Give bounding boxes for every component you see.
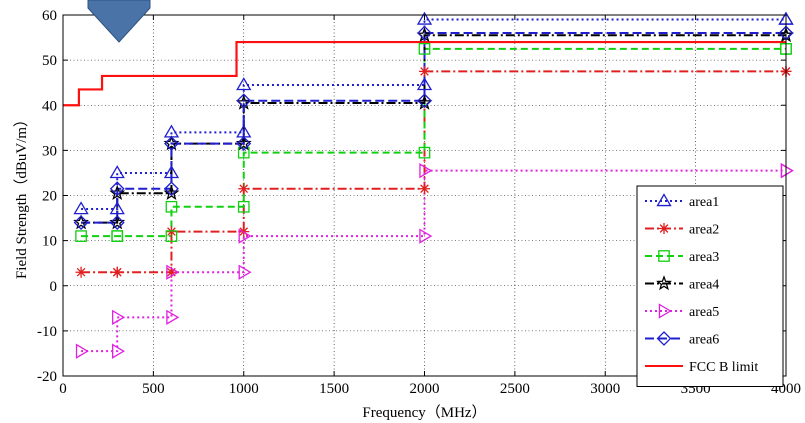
series-markers [73, 11, 794, 359]
point-area2 [165, 226, 177, 238]
point-area6 [109, 181, 125, 197]
limit-line [63, 40, 786, 107]
y-tick-label: 50 [42, 53, 57, 69]
point-area3 [165, 200, 178, 213]
legend-label-area1: area1 [689, 195, 719, 210]
legend: area1 area2 area3 area4 area5 area6 FCC B limi… [636, 185, 784, 387]
point-area1 [416, 11, 433, 25]
point-area3 [418, 42, 431, 55]
point-area5 [112, 343, 126, 359]
point-area1 [416, 77, 433, 91]
point-area5 [166, 309, 180, 325]
point-area2 [165, 266, 177, 278]
x-tick-label: 2000 [410, 381, 440, 397]
legend-marker-area2 [658, 222, 670, 235]
point-area5 [112, 309, 126, 325]
legend-label-area6: area6 [689, 333, 719, 348]
legend-marker-area3 [658, 250, 670, 262]
legend-label-area5: area5 [689, 305, 719, 320]
y-tick-label: 10 [42, 234, 57, 250]
series-line-area5 [81, 169, 786, 353]
point-area1 [163, 165, 180, 179]
point-area6 [73, 215, 89, 230]
point-area1 [109, 165, 125, 179]
point-area3 [237, 146, 250, 159]
point-area2 [111, 266, 123, 278]
y-tick-label: 60 [42, 8, 57, 24]
point-area2 [418, 183, 431, 195]
y-tick-label: -20 [37, 369, 57, 385]
x-tick-label: 0 [59, 381, 67, 397]
legend-marker-area1 [656, 193, 672, 207]
point-area1 [73, 201, 89, 215]
decorative-pentagon-shape [87, 0, 151, 43]
point-area6 [417, 93, 432, 109]
point-area6 [236, 136, 252, 152]
x-tick-label: 1500 [319, 381, 349, 397]
x-tick-label: 500 [142, 381, 165, 397]
point-area1 [109, 201, 125, 215]
point-area1 [236, 77, 252, 91]
point-area6 [417, 25, 432, 41]
y-tick-label: 0 [50, 279, 58, 295]
point-area5 [75, 343, 89, 359]
fcc-b-limit-line [63, 40, 786, 107]
legend-label-area2: area2 [689, 223, 719, 238]
legend-label-area3: area3 [689, 250, 719, 265]
point-area5 [238, 264, 252, 280]
y-tick-label: 40 [42, 98, 57, 114]
point-area6 [236, 93, 252, 109]
legend-marker-area6 [656, 331, 672, 346]
legend-label-area4: area4 [689, 278, 719, 293]
y-tick-label: 30 [42, 143, 57, 159]
point-area5 [419, 163, 433, 179]
point-area6 [164, 181, 179, 197]
x-tick-label: 3000 [590, 381, 620, 397]
point-area3 [237, 200, 250, 213]
point-area2 [75, 266, 87, 278]
point-area4 [416, 94, 433, 110]
point-area2 [418, 65, 431, 77]
y-tick-label: -10 [37, 324, 57, 340]
point-area3 [75, 230, 87, 242]
point-area3 [418, 146, 431, 159]
point-area5 [419, 228, 433, 244]
legend-marker-area4 [656, 275, 672, 291]
y-axis-label: Field Strength（dBuV/m） [13, 112, 30, 279]
legend-marker-area5 [658, 303, 672, 319]
x-tick-label: 2500 [500, 381, 530, 397]
legend-label-FCC B limit: FCC B limit [689, 360, 758, 375]
point-area5 [238, 228, 252, 244]
point-area4 [235, 94, 252, 110]
point-area6 [164, 136, 179, 152]
point-area5 [166, 264, 180, 280]
x-tick-label: 1000 [229, 381, 259, 397]
point-area4 [416, 26, 433, 43]
point-area3 [165, 230, 178, 242]
point-area5 [780, 163, 794, 179]
point-area2 [238, 183, 250, 195]
point-area6 [109, 215, 125, 230]
x-axis-label: Frequency（MHz） [362, 404, 486, 421]
axis-ticks: 0 500 1000 1500 2000 2500 3000 3500 4000-20-1001… [37, 8, 801, 397]
plot-frame [62, 14, 787, 377]
point-area3 [111, 230, 124, 242]
point-area5 [780, 163, 794, 179]
series-line-area2 [81, 70, 786, 274]
y-tick-label: 20 [42, 189, 57, 205]
